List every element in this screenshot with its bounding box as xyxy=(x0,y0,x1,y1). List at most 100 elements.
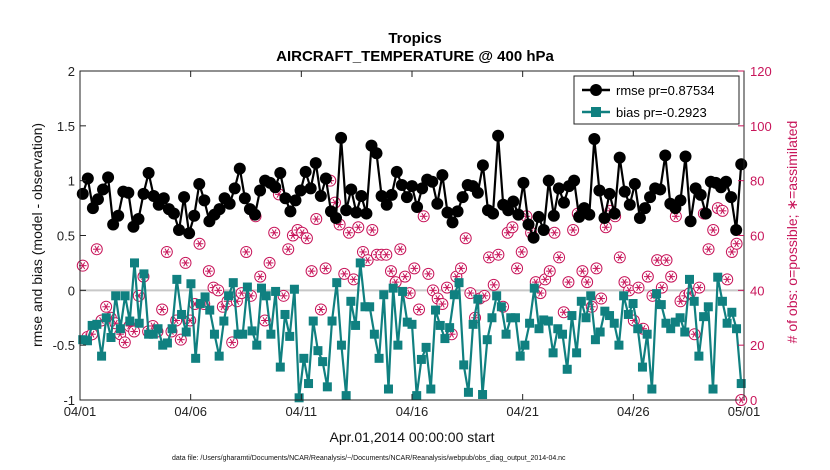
bias-point xyxy=(581,313,591,323)
y-right-tick-label: 40 xyxy=(750,283,764,298)
obs-count-point xyxy=(511,262,524,275)
bias-point xyxy=(294,393,304,403)
rmse-point xyxy=(659,149,672,162)
obs-count-point xyxy=(282,243,295,256)
obs-count-point xyxy=(384,265,397,278)
bias-point xyxy=(732,324,742,334)
y-right-tick-label: 0 xyxy=(750,393,757,408)
bias-point xyxy=(195,298,205,308)
rmse-point xyxy=(492,129,505,142)
rmse-point xyxy=(157,192,170,205)
rmse-point xyxy=(608,207,621,220)
rmse-point xyxy=(547,209,560,222)
bias-point xyxy=(158,340,168,350)
bias-point xyxy=(412,391,422,401)
rmse-point xyxy=(411,200,424,213)
data-file-footnote: data file: /Users/gharamti/Documents/NCA… xyxy=(172,455,566,462)
obs-count-point xyxy=(548,226,561,239)
bias-point xyxy=(510,313,520,323)
rmse-point xyxy=(355,190,368,203)
obs-count-point xyxy=(160,245,173,258)
rmse-point xyxy=(238,192,251,205)
bias-point xyxy=(332,278,342,288)
bias-point xyxy=(402,317,412,327)
bias-point xyxy=(177,309,187,319)
obs-count-point xyxy=(90,243,103,256)
obs-count-point xyxy=(543,265,556,278)
bias-point xyxy=(139,269,149,279)
bias-point xyxy=(125,316,135,326)
bias-point xyxy=(101,313,111,323)
rmse-point xyxy=(299,165,312,178)
bias-point xyxy=(506,313,516,323)
rmse-point xyxy=(694,188,707,201)
y-left-tick-label: 1.5 xyxy=(57,119,75,134)
obs-count-point xyxy=(398,270,411,283)
bias-point xyxy=(289,284,299,294)
bias-point xyxy=(482,335,492,345)
bias-point xyxy=(553,324,563,334)
bias-point xyxy=(120,291,130,301)
bias-point xyxy=(92,319,102,329)
rmse-point xyxy=(542,174,555,187)
bias-point xyxy=(308,316,318,326)
obs-count-point xyxy=(487,278,500,291)
rmse-point xyxy=(603,187,616,200)
obs-count-point xyxy=(417,210,430,223)
bias-point xyxy=(463,387,473,397)
obs-count-point xyxy=(459,232,472,245)
bias-point xyxy=(78,335,88,345)
bias-point xyxy=(275,362,285,372)
rmse-point xyxy=(446,216,459,229)
bias-point xyxy=(369,329,379,339)
obs-count-point xyxy=(305,265,318,278)
bias-point xyxy=(614,340,624,350)
bias-point xyxy=(322,382,332,392)
rmse-point xyxy=(735,158,748,171)
bias-point xyxy=(529,283,539,293)
obs-count-point xyxy=(665,270,678,283)
rmse-point xyxy=(102,171,115,184)
bias-point xyxy=(261,291,271,301)
x-axis-label: Apr.01,2014 00:00:00 start xyxy=(329,429,494,445)
rmse-point xyxy=(375,190,388,203)
y-left-tick-label: 2 xyxy=(68,64,75,79)
bias-point xyxy=(393,340,403,350)
legend-bias-label: bias pr=-0.2923 xyxy=(616,105,707,120)
rmse-point xyxy=(213,203,226,216)
obs-count-point xyxy=(730,237,743,250)
bias-point xyxy=(694,351,704,361)
obs-count-point xyxy=(193,237,206,250)
rmse-point xyxy=(654,183,667,196)
obs-count-point xyxy=(576,265,589,278)
y-left-tick-label: 1 xyxy=(68,174,75,189)
bias-point xyxy=(652,289,662,299)
bias-point xyxy=(473,294,483,304)
bias-point xyxy=(642,329,652,339)
rmse-point xyxy=(552,182,565,195)
rmse-point xyxy=(613,151,626,164)
rmse-point xyxy=(137,187,150,200)
obs-count-point xyxy=(483,251,496,264)
rmse-point xyxy=(674,194,687,207)
bias-point xyxy=(543,316,553,326)
rmse-point xyxy=(289,194,302,207)
bias-point xyxy=(600,306,610,316)
bias-point xyxy=(431,305,441,315)
obs-count-point xyxy=(562,276,575,289)
bias-point xyxy=(242,282,252,292)
bias-point xyxy=(605,311,615,321)
bias-point xyxy=(82,336,92,346)
bias-point xyxy=(656,300,666,310)
x-tick-label: 04/21 xyxy=(506,404,539,419)
bias-point xyxy=(299,353,309,363)
rmse-point xyxy=(228,182,241,195)
rmse-point xyxy=(507,195,520,208)
rmse-point xyxy=(537,224,550,237)
bias-point xyxy=(172,274,182,284)
rmse-point xyxy=(725,191,738,204)
rmse-point xyxy=(532,210,545,223)
rmse-point xyxy=(527,231,540,244)
bias-point xyxy=(360,302,370,312)
